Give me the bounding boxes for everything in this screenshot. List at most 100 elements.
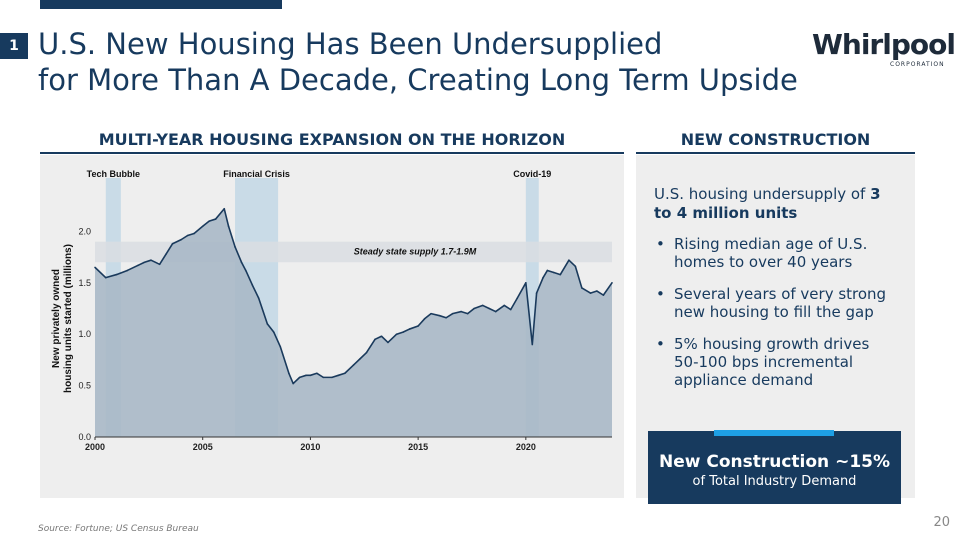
new-construction-heading: NEW CONSTRUCTION (680, 130, 871, 149)
data-point (322, 376, 325, 379)
y-axis-label-line-2: housing units started (millions) (63, 244, 74, 393)
area-series (94, 207, 613, 437)
data-point (408, 328, 411, 330)
data-point (503, 304, 506, 307)
data-point (581, 287, 583, 289)
data-point (553, 271, 555, 274)
undersupply-statement: U.S. housing undersupply of 3 to 4 milli… (654, 185, 894, 223)
data-point (234, 246, 236, 248)
data-point (158, 263, 161, 266)
data-point (316, 372, 318, 375)
data-point (165, 253, 167, 255)
data-point (466, 312, 469, 315)
callout-box: New Construction ~15% of Total Industry … (648, 431, 901, 504)
bullet-item: 5% housing growth drives 50-100 bps incr… (654, 335, 894, 389)
data-point (94, 266, 96, 269)
title-line-2: for More Than A Decade, Creating Long Te… (38, 63, 798, 97)
title-line-1: U.S. New Housing Has Been Undersupplied (38, 27, 663, 61)
data-point (288, 372, 290, 375)
data-point (309, 374, 312, 377)
left-divider (40, 152, 624, 154)
data-point (559, 273, 562, 276)
y-tick-label: 0.5 (78, 381, 91, 391)
data-point (430, 312, 432, 315)
data-point (298, 376, 301, 379)
data-point (525, 282, 527, 284)
period-label: Financial Crisis (223, 169, 290, 179)
y-tick-label: 0.0 (78, 432, 91, 442)
data-point (257, 297, 260, 300)
right-divider (636, 152, 915, 154)
data-point (240, 261, 243, 264)
callout-accent-bar (714, 430, 834, 436)
data-point (516, 297, 519, 300)
data-point (445, 316, 447, 319)
data-point (126, 269, 129, 272)
data-point (201, 225, 204, 228)
bullet-item: Rising median age of U.S. homes to over … (654, 235, 894, 271)
data-point (104, 276, 107, 279)
callout-main-text: New Construction ~15% (658, 452, 891, 472)
series-line (94, 207, 613, 385)
data-point (395, 333, 398, 335)
data-point (143, 261, 146, 264)
data-point (305, 374, 307, 377)
logo-wordmark: Whirlpool (812, 28, 956, 61)
data-point (227, 225, 230, 228)
x-tick-label: 2005 (193, 442, 213, 452)
data-point (365, 351, 368, 354)
data-point (193, 232, 195, 235)
data-point (417, 325, 419, 327)
data-point (451, 312, 454, 315)
bullet-list: Rising median age of U.S. homes to over … (654, 235, 894, 403)
data-point (150, 259, 152, 261)
data-point (542, 276, 544, 279)
source-note: Source: Fortune; US Census Bureau (38, 524, 199, 534)
data-point (473, 307, 475, 310)
data-point (546, 269, 549, 272)
data-point (423, 317, 426, 320)
callout-sub-text: of Total Industry Demand (692, 474, 857, 489)
chart-labels: Tech Bubble Financial Crisis Covid-19 Stead… (51, 169, 551, 393)
data-point (488, 307, 491, 310)
top-accent-bar (40, 0, 282, 9)
whirlpool-logo: Whirlpool CORPORATION (812, 28, 956, 74)
data-point (568, 259, 570, 261)
x-tick-label: 2010 (300, 442, 320, 452)
x-tick-label: 2015 (408, 442, 428, 452)
data-point (374, 338, 376, 341)
data-point (380, 335, 383, 338)
intro-bold: 3 to 4 million units (654, 185, 881, 222)
data-point (180, 238, 182, 241)
data-point (292, 382, 294, 385)
page-title: U.S. New Housing Has Been Undersupplied … (38, 26, 798, 98)
data-point (611, 282, 613, 284)
data-point (589, 292, 592, 294)
logo-subtext: CORPORATION (890, 61, 945, 68)
x-tick-label: 2020 (516, 442, 536, 452)
data-point (137, 264, 139, 267)
data-point (438, 314, 441, 317)
data-point (208, 220, 210, 222)
reference-band-label: Steady state supply 1.7-1.9M (354, 247, 477, 257)
data-point (251, 284, 254, 286)
chart-heading: MULTI-YEAR HOUSING EXPANSION ON THE HORI… (98, 130, 566, 149)
data-point (460, 310, 463, 313)
data-point (115, 273, 118, 276)
y-tick-label: 2.0 (78, 226, 91, 236)
y-axis-label: New privately ownedhousing units started… (51, 244, 74, 393)
data-point (272, 331, 275, 333)
period-label: Tech Bubble (87, 169, 140, 179)
data-point (509, 308, 512, 311)
bullet-item: Several years of very strong new housing… (654, 285, 894, 321)
data-point (574, 265, 577, 268)
data-point (481, 304, 484, 307)
data-point (494, 310, 497, 313)
data-point (279, 345, 282, 348)
data-point (359, 358, 361, 360)
data-point (344, 372, 346, 375)
y-tick-label: 1.0 (78, 329, 91, 339)
housing-starts-chart: 0.0 0.5 1.0 1.5 2.0 2000 2005 2010 2015 2020 Tech… (51, 169, 613, 452)
data-point (171, 242, 174, 245)
data-point (531, 343, 534, 346)
